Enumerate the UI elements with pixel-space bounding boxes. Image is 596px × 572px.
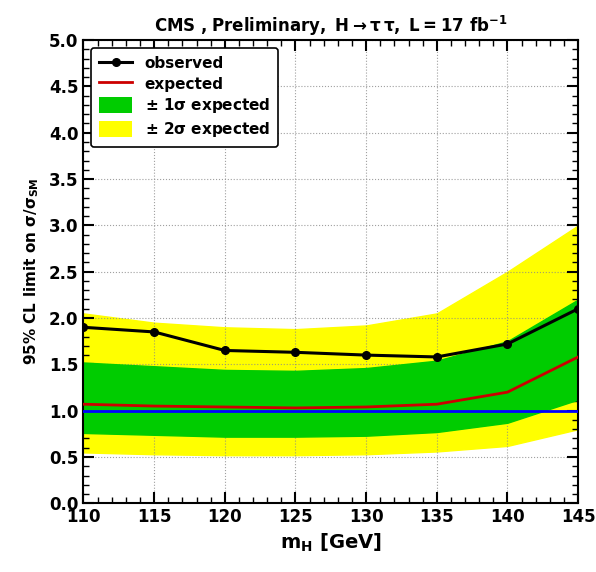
Y-axis label: $\mathbf{95\%\ CL\ limit\ on\ \sigma/\sigma_{SM}}$: $\mathbf{95\%\ CL\ limit\ on\ \sigma/\si… (22, 178, 41, 366)
Title: $\bf{CMS}$ $\bf{,}$ $\bf{Preliminary,}$ $\bf{H \rightarrow \tau\, \tau,}$ $\bf{L: $\bf{CMS}$ $\bf{,}$ $\bf{Preliminary,}$ … (154, 14, 508, 38)
X-axis label: $\mathbf{m_H\ [GeV]}$: $\mathbf{m_H\ [GeV]}$ (280, 532, 381, 554)
Legend: observed, expected, $\pm$ 1$\sigma$ expected, $\pm$ 2$\sigma$ expected: observed, expected, $\pm$ 1$\sigma$ expe… (91, 47, 278, 146)
